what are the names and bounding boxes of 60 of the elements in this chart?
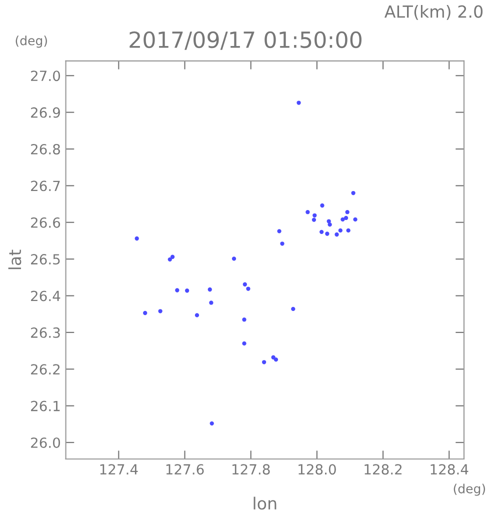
point <box>338 228 342 233</box>
x-tick-label: 128.0 <box>298 464 336 475</box>
point <box>319 230 324 234</box>
point <box>274 358 278 362</box>
y-tick-label: 26.1 <box>31 400 60 412</box>
point <box>170 254 175 259</box>
point <box>158 309 162 314</box>
x-tick-label: 128.2 <box>364 464 402 475</box>
y-tick-label: 26.0 <box>31 437 60 448</box>
chart-subtitle: ALT(km) 2.0 <box>384 4 483 20</box>
point <box>194 313 200 318</box>
point <box>325 232 330 236</box>
point <box>340 217 345 222</box>
point <box>334 232 339 237</box>
x-axis-title: lon <box>254 496 276 510</box>
point <box>168 257 172 262</box>
y-tick-label: 26.4 <box>31 290 60 302</box>
y-tick-label: 26.3 <box>31 327 60 338</box>
x-tick-label: 127.8 <box>232 464 270 475</box>
point <box>209 300 214 305</box>
point <box>262 360 266 364</box>
text: (deg) <box>16 36 47 48</box>
point <box>312 218 316 222</box>
y-axis-title: lat <box>8 250 22 270</box>
y-tick-label: 26.8 <box>31 144 60 154</box>
chart-title: 2017/09/17 01:50:00 <box>130 31 362 50</box>
point <box>184 288 190 293</box>
x-tick-label: 127.6 <box>166 464 204 475</box>
point <box>291 306 296 312</box>
point <box>344 216 348 220</box>
point <box>312 213 317 218</box>
y-tick-label: 26.6 <box>31 217 60 228</box>
point <box>328 222 332 227</box>
x-tick-label: 127.4 <box>100 464 138 474</box>
y-tick-label: 26.2 <box>31 364 60 375</box>
point <box>306 210 310 214</box>
point <box>246 286 250 291</box>
point <box>296 100 301 105</box>
text: (deg) <box>454 484 486 496</box>
point <box>345 210 350 214</box>
point <box>320 203 324 208</box>
point <box>346 228 350 233</box>
point <box>280 242 284 246</box>
y-tick-label: 26.9 <box>31 107 60 118</box>
point <box>210 421 214 426</box>
point <box>353 217 358 222</box>
point <box>242 282 247 286</box>
point <box>232 256 236 261</box>
y-tick-label: 26.7 <box>31 180 60 192</box>
point <box>134 236 139 241</box>
point <box>277 229 282 234</box>
y-tick-label: 26.5 <box>31 254 60 265</box>
point <box>208 287 212 292</box>
point <box>175 288 180 292</box>
point <box>242 341 246 346</box>
point <box>143 310 148 316</box>
point <box>242 318 246 322</box>
x-tick-label: 128.4 <box>430 464 468 475</box>
y-tick-label: 27.0 <box>31 70 60 82</box>
point <box>351 190 356 196</box>
